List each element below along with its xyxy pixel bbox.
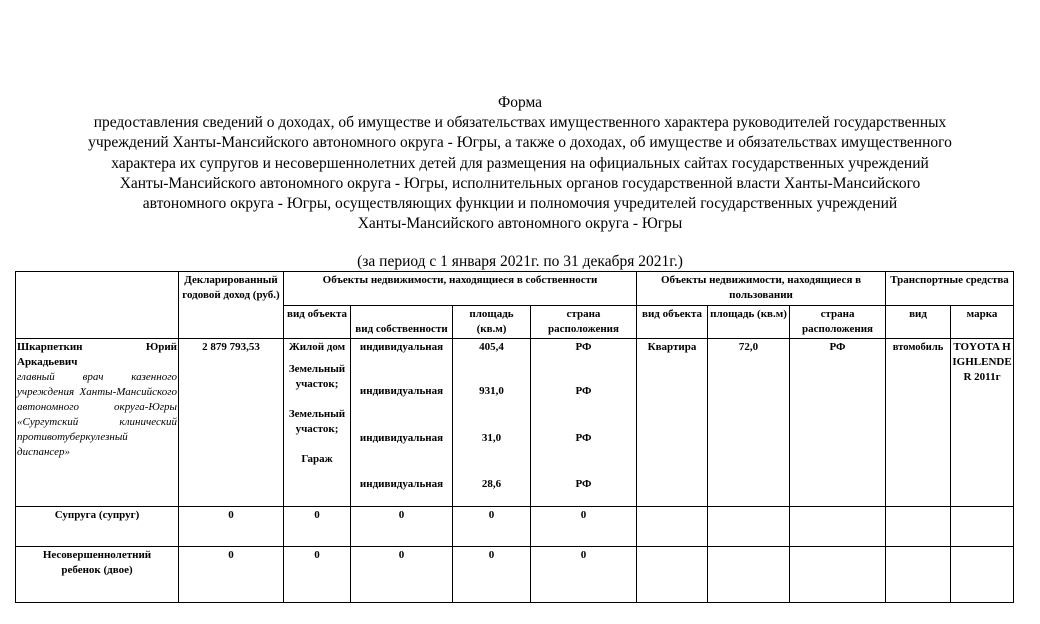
owned-area: 31,0: [481, 432, 502, 444]
owned-country: РФ: [575, 478, 592, 490]
table-row: Супруга (супруг) 0 0 0 0 0: [15, 506, 1015, 547]
declarant-cell: Шкарпеткин Юрий Аркадьевич главный врач …: [15, 338, 179, 507]
empty-cell: [950, 506, 1015, 547]
declaration-table: Декларированный годовой доход (руб.) Объ…: [15, 271, 1015, 603]
empty-cell: [788, 506, 887, 547]
title-line: автономного округа - Югры, осуществляющи…: [142, 195, 898, 213]
header-area: площадь (кв.м): [452, 305, 531, 339]
spouse-type: 0: [283, 506, 351, 547]
owned-type: Земельный участок;: [288, 363, 346, 390]
spouse-country: 0: [530, 506, 637, 547]
child-income: 0: [178, 546, 284, 603]
header-used-area: площадь (кв.м): [707, 305, 790, 339]
child-type: 0: [283, 546, 351, 603]
header-transport-type: вид: [885, 305, 952, 339]
child-own: 0: [350, 546, 453, 603]
child-area: 0: [452, 546, 531, 603]
header-income: Декларированный годовой доход (руб.): [178, 271, 284, 339]
owned-country-cell: РФ РФ РФ РФ: [530, 338, 637, 507]
title-line: Ханты-Мансийского автономного округа - Ю…: [119, 174, 921, 192]
declarant-name: Шкарпеткин Юрий Аркадьевич: [17, 341, 177, 368]
owned-type: Земельный участок;: [288, 408, 346, 435]
title-line: учреждений Ханты-Мансийского автономного…: [88, 134, 952, 152]
header-empty: [15, 271, 179, 339]
declarant-position: главный врач казенного учреждения Ханты-…: [17, 371, 177, 458]
title-line: предоставления сведений о доходах, об им…: [93, 114, 947, 132]
owned-own: индивидуальная: [359, 478, 444, 490]
empty-cell: [636, 506, 708, 547]
spouse-area: 0: [452, 506, 531, 547]
transport-brand: TOYOTA HIGHLENDER 2011г: [950, 338, 1015, 507]
owned-own: индивидуальная: [359, 385, 444, 397]
spouse-income: 0: [178, 506, 284, 547]
empty-cell: [950, 546, 1015, 603]
used-country: РФ: [788, 338, 887, 507]
empty-cell: [636, 546, 708, 603]
header-owned: Объекты недвижимости, находящиеся в собс…: [283, 271, 637, 306]
owned-country: РФ: [575, 341, 592, 353]
owned-country: РФ: [575, 432, 592, 444]
header-used-obj-type: вид объекта: [636, 305, 708, 339]
income-value: 2 879 793,53: [178, 338, 284, 507]
table-row: Шкарпеткин Юрий Аркадьевич главный врач …: [15, 338, 1015, 507]
owned-area: 28,6: [481, 478, 502, 490]
owned-type-cell: Жилой дом Земельный участок; Земельный у…: [283, 338, 351, 507]
transport-type: втомобиль: [885, 338, 952, 507]
owned-own-cell: индивидуальная индивидуальная индивидуал…: [350, 338, 453, 507]
used-area: 72,0: [707, 338, 790, 507]
header-used-country: страна расположения: [788, 305, 887, 339]
header-own-type: вид собственности: [350, 305, 453, 339]
header-obj-type: вид объекта: [283, 305, 351, 339]
owned-country: РФ: [575, 385, 592, 397]
header-country: страна расположения: [530, 305, 637, 339]
header-used: Объекты недвижимости, находящиеся в поль…: [635, 271, 887, 306]
title-line: характера их супругов и несовершеннолетн…: [111, 154, 929, 172]
empty-cell: [707, 546, 790, 603]
owned-own: индивидуальная: [359, 341, 444, 353]
period: (за период с 1 января 2021г. по 31 декаб…: [357, 253, 683, 270]
empty-cell: [788, 546, 887, 603]
header-transport: Транспортные средства: [885, 271, 1015, 306]
title-line: Ханты-Мансийского автономного округа - Ю…: [357, 215, 683, 233]
table-row: Несовершеннолетний ребенок (двое) 0 0 0 …: [15, 546, 1015, 603]
owned-own: индивидуальная: [359, 432, 444, 444]
owned-type: Жилой дом: [288, 341, 346, 353]
empty-cell: [707, 506, 790, 547]
spouse-label: Супруга (супруг): [15, 506, 179, 547]
header-transport-brand: марка: [950, 305, 1015, 339]
owned-area: 405,4: [479, 341, 504, 353]
owned-type: Гараж: [301, 453, 333, 465]
form-title: Форма предоставления сведений о доходах,…: [0, 93, 1040, 234]
child-label: Несовершеннолетний ребенок (двое): [15, 546, 179, 603]
owned-area-cell: 405,4 931,0 31,0 28,6: [452, 338, 531, 507]
child-country: 0: [530, 546, 637, 603]
owned-area: 931,0: [479, 385, 504, 397]
empty-cell: [885, 546, 952, 603]
title-line: Форма: [497, 94, 543, 111]
spouse-own: 0: [350, 506, 453, 547]
empty-cell: [885, 506, 952, 547]
used-type: Квартира: [636, 338, 708, 507]
